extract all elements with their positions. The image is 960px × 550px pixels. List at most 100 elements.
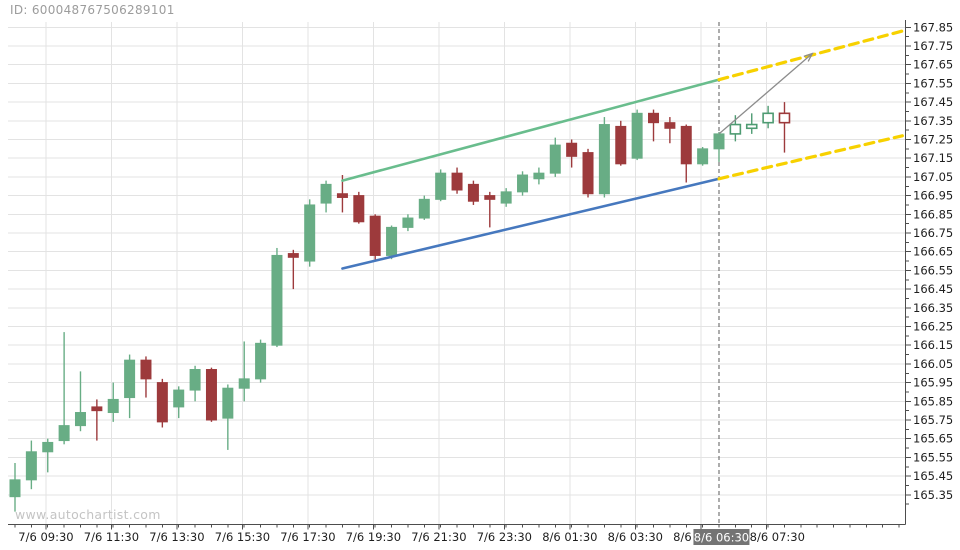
candle-body bbox=[205, 369, 217, 421]
forecast-candle bbox=[762, 105, 774, 129]
candle-body bbox=[74, 412, 86, 427]
candle bbox=[9, 463, 21, 512]
y-axis-label: 166.45 bbox=[913, 282, 953, 296]
x-axis-label: 7/6 19:30 bbox=[346, 530, 401, 544]
y-axis-label: 167.05 bbox=[913, 170, 953, 184]
y-axis-label: 165.75 bbox=[913, 413, 953, 427]
candle-body bbox=[451, 172, 463, 191]
pattern-id-label: ID: 600048767506289101 bbox=[10, 3, 175, 17]
candle bbox=[402, 214, 414, 232]
candle-body bbox=[697, 148, 709, 165]
y-axis-label: 166.65 bbox=[913, 245, 953, 259]
y-axis-label: 167.45 bbox=[913, 95, 953, 109]
candle-body bbox=[91, 406, 103, 412]
candle bbox=[467, 180, 479, 205]
candle bbox=[107, 382, 119, 422]
candle bbox=[451, 167, 463, 194]
candle bbox=[517, 171, 529, 196]
candle-body bbox=[304, 204, 316, 262]
candle-body bbox=[648, 112, 660, 124]
candle-body bbox=[42, 441, 54, 453]
y-axis-label: 166.15 bbox=[913, 338, 953, 352]
candle-body bbox=[156, 382, 168, 423]
forecast-candle bbox=[778, 102, 791, 153]
candle-body bbox=[238, 378, 250, 389]
candle bbox=[500, 188, 512, 207]
candle bbox=[386, 225, 398, 260]
y-axis-label: 165.55 bbox=[913, 450, 953, 464]
candle bbox=[124, 354, 136, 419]
candle-body bbox=[500, 191, 512, 204]
candle-body bbox=[189, 369, 201, 391]
candle-body bbox=[58, 425, 70, 442]
x-axis-label: 7/6 21:30 bbox=[411, 530, 466, 544]
candle bbox=[598, 117, 610, 198]
forecast-arrow bbox=[718, 52, 814, 135]
candle bbox=[222, 384, 234, 450]
candle-body bbox=[140, 359, 152, 380]
forecast-candle bbox=[745, 113, 758, 134]
candle bbox=[615, 120, 627, 166]
candle bbox=[304, 199, 316, 267]
y-axis-label: 165.65 bbox=[913, 432, 953, 446]
candle bbox=[156, 378, 168, 428]
x-axis-labels: 7/6 09:30 7/6 11:30 7/6 13:30 7/6 15:30 7/6 … bbox=[18, 524, 805, 544]
candle-body bbox=[124, 359, 136, 399]
candle bbox=[680, 124, 692, 183]
candle-body bbox=[402, 217, 414, 228]
x-axis-label: 7/6 11:30 bbox=[84, 530, 139, 544]
candle-body bbox=[25, 451, 37, 481]
candle-body bbox=[729, 123, 742, 135]
candle bbox=[42, 438, 54, 473]
candle-body bbox=[386, 226, 398, 256]
candle-body bbox=[255, 342, 267, 380]
candle bbox=[238, 341, 250, 402]
candle bbox=[582, 148, 594, 198]
x-axis-label: 7/6 23:30 bbox=[477, 530, 532, 544]
y-axis-label: 166.85 bbox=[913, 207, 953, 221]
candle-body bbox=[762, 112, 774, 124]
candles bbox=[9, 102, 791, 512]
candle bbox=[287, 249, 299, 290]
candle-body bbox=[664, 122, 676, 129]
candle-body bbox=[271, 254, 283, 346]
candle bbox=[140, 356, 152, 398]
candle-body bbox=[9, 479, 21, 498]
candle-body bbox=[467, 183, 479, 202]
candle bbox=[369, 214, 381, 262]
candle bbox=[25, 440, 37, 490]
candle bbox=[173, 386, 185, 419]
candle-body bbox=[222, 387, 234, 419]
gridlines bbox=[8, 22, 906, 525]
candle bbox=[205, 367, 217, 422]
x-axis-label: 7/6 09:30 bbox=[18, 530, 73, 544]
candle-body bbox=[631, 112, 643, 159]
forecast-arrow-line bbox=[718, 52, 813, 135]
channel-upper-line bbox=[341, 78, 721, 182]
x-axis-label: 8/6 03:30 bbox=[608, 530, 663, 544]
identified-time-badge-bg bbox=[693, 529, 750, 545]
y-axis-label: 166.75 bbox=[913, 226, 953, 240]
candle bbox=[648, 109, 660, 142]
y-axis-label: 167.25 bbox=[913, 133, 953, 147]
y-axis-label: 165.95 bbox=[913, 376, 953, 390]
y-axis-label: 165.85 bbox=[913, 394, 953, 408]
candle bbox=[713, 132, 725, 162]
candle bbox=[320, 180, 332, 213]
candle bbox=[566, 139, 578, 168]
candle-body bbox=[745, 123, 758, 130]
y-axis-label: 166.55 bbox=[913, 263, 953, 277]
candle bbox=[631, 109, 643, 161]
forecast-arrowhead-icon bbox=[803, 52, 814, 62]
y-axis-label: 166.95 bbox=[913, 189, 953, 203]
y-axis-label: 167.75 bbox=[913, 39, 953, 53]
candle-body bbox=[336, 193, 348, 198]
candle-body bbox=[435, 172, 447, 200]
x-axis-label: 8/6 07:30 bbox=[750, 530, 805, 544]
y-axis-label: 166.05 bbox=[913, 357, 953, 371]
candle bbox=[484, 191, 496, 228]
candle-body bbox=[353, 195, 365, 223]
y-axis-label: 167.85 bbox=[913, 20, 953, 34]
